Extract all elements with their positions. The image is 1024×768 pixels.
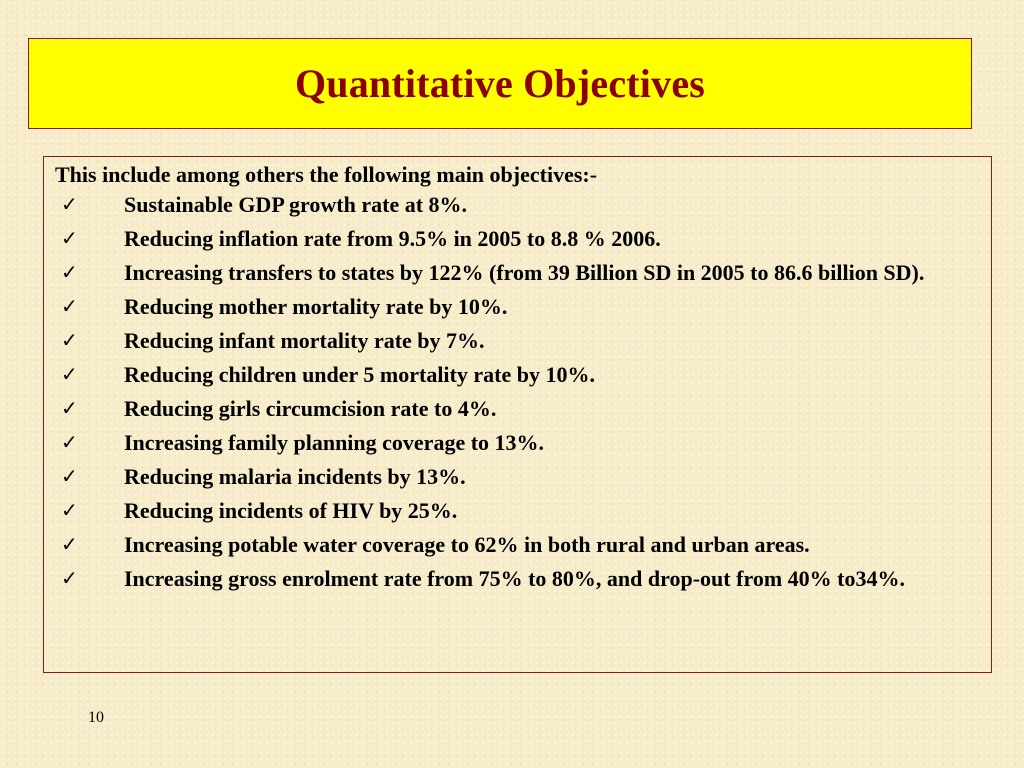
objective-text: Reducing children under 5 mortality rate… <box>124 362 595 387</box>
objectives-list: ✓ Sustainable GDP growth rate at 8%. ✓ Redu… <box>55 192 981 591</box>
slide-title: Quantitative Objectives <box>294 61 706 106</box>
objective-text: Reducing malaria incidents by 13%. <box>124 464 466 489</box>
title-banner: Quantitative Objectives <box>28 38 972 129</box>
objective-text: Increasing family planning coverage to 1… <box>124 430 545 455</box>
checkmark-icon: ✓ <box>61 192 78 216</box>
objective-item: ✓ Reducing mother mortality rate by 10%. <box>55 294 981 319</box>
checkmark-icon: ✓ <box>61 362 78 386</box>
objective-item: ✓ Increasing family planning coverage to … <box>55 430 981 455</box>
objective-text: Reducing inflation rate from 9.5% in 200… <box>124 226 661 251</box>
objective-text: Increasing transfers to states by 122% (… <box>124 260 925 285</box>
objective-item: ✓ Reducing malaria incidents by 13%. <box>55 464 981 489</box>
checkmark-icon: ✓ <box>61 294 78 318</box>
checkmark-icon: ✓ <box>61 226 78 250</box>
objective-item: ✓ Increasing transfers to states by 122% … <box>55 260 981 285</box>
objective-text: Reducing infant mortality rate by 7%. <box>124 328 485 353</box>
checkmark-icon: ✓ <box>61 396 78 420</box>
objective-item: ✓ Reducing inflation rate from 9.5% in 20… <box>55 226 981 251</box>
checkmark-icon: ✓ <box>61 260 78 284</box>
checkmark-icon: ✓ <box>61 464 78 488</box>
checkmark-icon: ✓ <box>61 498 78 522</box>
objective-text: Reducing girls circumcision rate to 4%. <box>124 396 497 421</box>
objective-text: Reducing mother mortality rate by 10%. <box>124 294 508 319</box>
objective-item: ✓ Increasing gross enrolment rate from 75… <box>55 566 981 591</box>
objective-item: ✓ Sustainable GDP growth rate at 8%. <box>55 192 981 217</box>
checkmark-icon: ✓ <box>61 566 78 590</box>
objective-item: ✓ Reducing children under 5 mortality rat… <box>55 362 981 387</box>
checkmark-icon: ✓ <box>61 430 78 454</box>
checkmark-icon: ✓ <box>61 328 78 352</box>
objective-text: Increasing potable water coverage to 62%… <box>124 532 810 557</box>
objective-item: ✓ Reducing girls circumcision rate to 4%. <box>55 396 981 421</box>
intro-text: This include among others the following … <box>55 162 598 187</box>
objective-item: ✓ Increasing potable water coverage to 62… <box>55 532 981 557</box>
objective-text: Reducing incidents of HIV by 25%. <box>124 498 458 523</box>
objective-item: ✓ Reducing infant mortality rate by 7%. <box>55 328 981 353</box>
objectives-panel: This include among others the following … <box>43 156 992 673</box>
page-number: 10 <box>88 709 104 726</box>
objective-item: ✓ Reducing incidents of HIV by 25%. <box>55 498 981 523</box>
checkmark-icon: ✓ <box>61 532 78 556</box>
objective-text: Sustainable GDP growth rate at 8%. <box>124 192 468 217</box>
objective-text: Increasing gross enrolment rate from 75%… <box>124 566 905 591</box>
